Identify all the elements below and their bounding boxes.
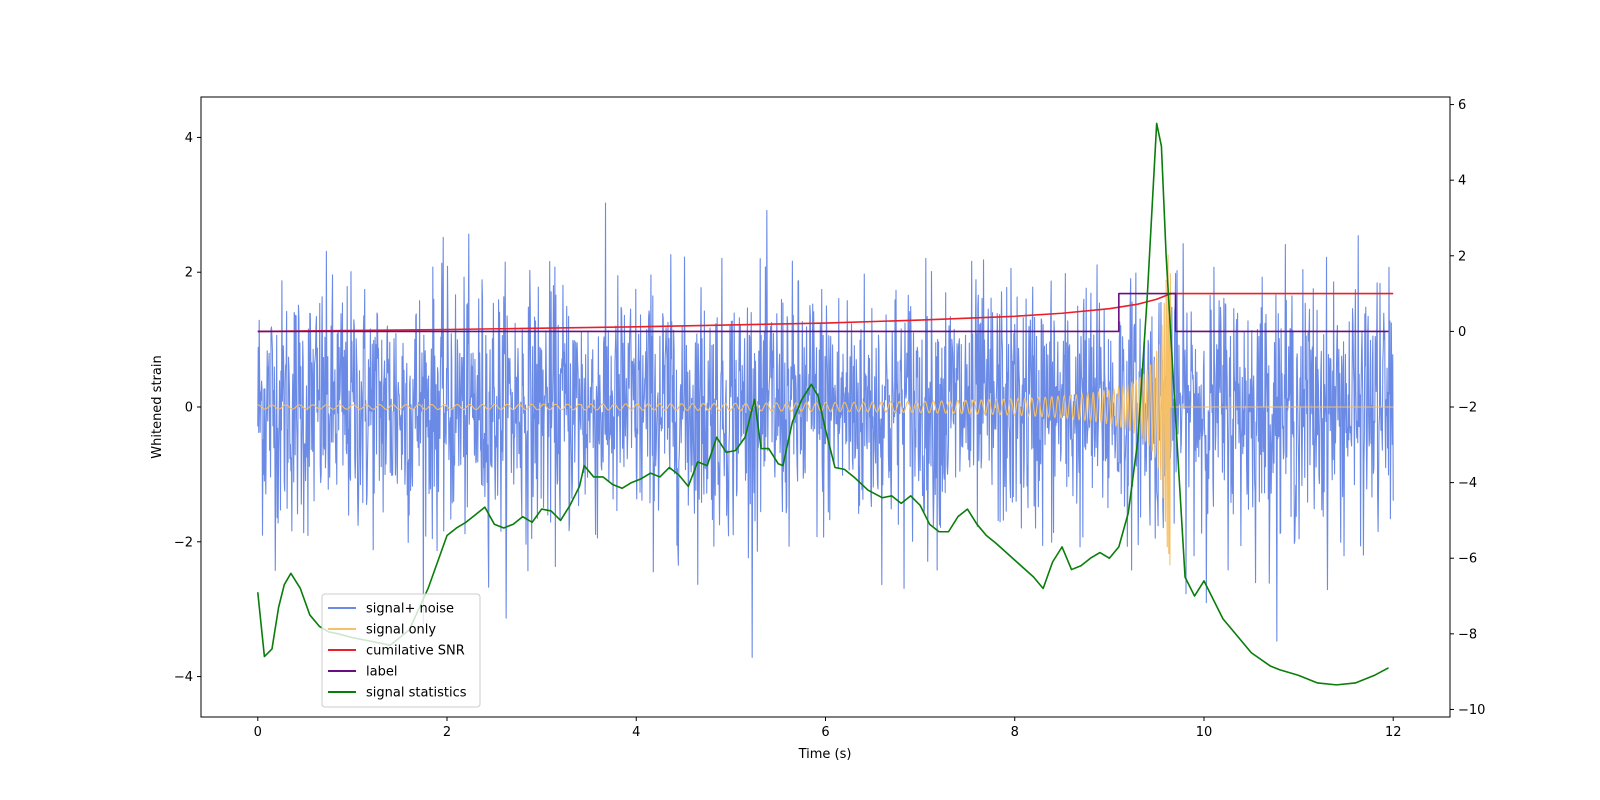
legend-box bbox=[321, 593, 481, 708]
x-axis-label: Time (s) bbox=[798, 747, 852, 762]
y2-tick-label: 4 bbox=[1458, 174, 1466, 189]
y-tick-label: −4 bbox=[174, 670, 193, 685]
plot-layer bbox=[256, 122, 1394, 686]
y-axis-right: −10 −8 −6 −4 −2 0 2 4 6 bbox=[1450, 98, 1485, 718]
legend-label: signal only bbox=[366, 623, 436, 638]
series-line-signal-noise bbox=[257, 202, 1394, 658]
legend-label: signal statistics bbox=[366, 686, 467, 701]
x-tick-label: 12 bbox=[1385, 725, 1402, 740]
y-tick-label: 2 bbox=[185, 266, 193, 281]
series-line-signal-statistics bbox=[256, 122, 1389, 686]
x-tick-label: 8 bbox=[1011, 725, 1019, 740]
y-axis-label: Whitened strain bbox=[150, 355, 165, 458]
y2-tick-label: 2 bbox=[1458, 249, 1466, 264]
y2-tick-label: 0 bbox=[1458, 325, 1466, 340]
y2-tick-label: −8 bbox=[1458, 627, 1477, 642]
y2-tick-label: 6 bbox=[1458, 98, 1466, 113]
y2-tick-label: −2 bbox=[1458, 401, 1477, 416]
y-tick-label: 4 bbox=[185, 131, 193, 146]
x-axis: 0 2 4 6 8 10 12 bbox=[254, 717, 1402, 740]
x-tick-label: 0 bbox=[254, 725, 262, 740]
y-tick-label: −2 bbox=[174, 535, 193, 550]
y2-tick-label: −10 bbox=[1458, 703, 1485, 718]
legend: signal+ noise signal only cumilative SNR la… bbox=[321, 593, 481, 708]
x-tick-label: 6 bbox=[821, 725, 829, 740]
x-tick-label: 10 bbox=[1196, 725, 1213, 740]
legend-label: label bbox=[366, 665, 397, 680]
series-line-signal-only bbox=[257, 254, 1394, 566]
y-axis-left: −4 −2 0 2 4 bbox=[174, 131, 201, 685]
x-tick-label: 2 bbox=[443, 725, 451, 740]
legend-label: signal+ noise bbox=[366, 602, 454, 617]
legend-label: cumilative SNR bbox=[366, 644, 465, 659]
y-tick-label: 0 bbox=[185, 401, 193, 416]
x-tick-label: 4 bbox=[632, 725, 640, 740]
y2-tick-label: −6 bbox=[1458, 552, 1477, 567]
y2-tick-label: −4 bbox=[1458, 476, 1477, 491]
